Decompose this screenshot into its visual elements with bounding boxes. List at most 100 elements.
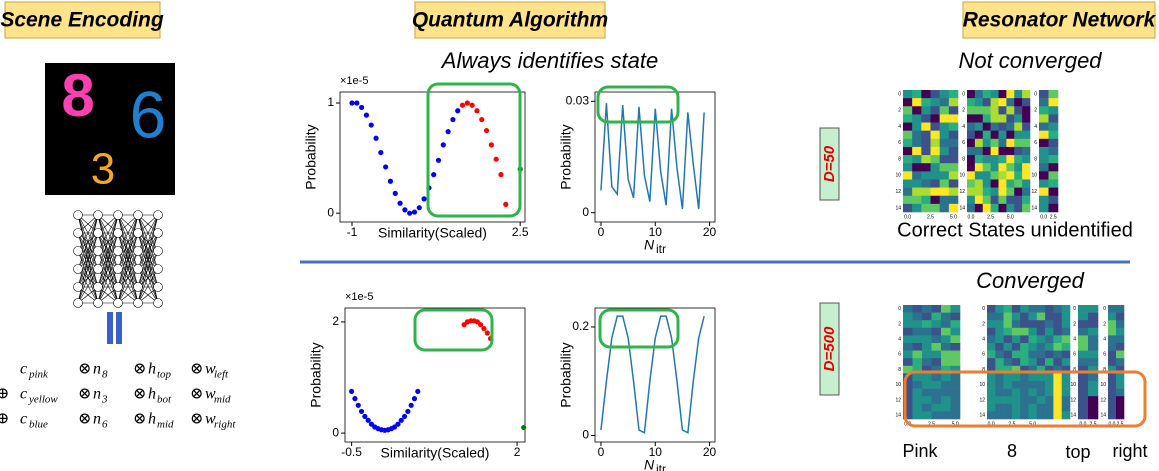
equation-sub: mid <box>157 419 174 431</box>
heatmap-cell <box>948 187 959 197</box>
heatmap-y-tick: 0 <box>1073 306 1076 312</box>
heatmap-y-tick: 0 <box>962 91 965 97</box>
heatmap-cell <box>1014 130 1023 140</box>
heatmap-cell <box>1088 343 1099 351</box>
dim-label: D=50 <box>821 145 838 182</box>
axes-frame <box>344 307 526 443</box>
equation-term: c <box>20 386 27 403</box>
heatmap-cell <box>1020 343 1029 351</box>
heatmap-cell <box>1061 373 1071 382</box>
heatmap-y-tick: 8 <box>962 156 965 162</box>
x-axis-label-sub: itr <box>656 242 666 256</box>
heatmap-cell <box>967 138 976 148</box>
heatmap-y-tick: 8 <box>898 156 901 162</box>
heatmap-cell <box>939 130 950 140</box>
point <box>478 322 484 328</box>
heatmap-cell <box>1048 114 1059 123</box>
nn-node <box>133 210 143 220</box>
nn-edge <box>77 250 99 304</box>
header: Quantum Algorithm <box>412 9 608 32</box>
point <box>479 116 485 123</box>
heatmap-y-tick: 2 <box>982 321 985 327</box>
nn-edge <box>117 268 139 304</box>
heatmap-cell <box>1048 187 1059 197</box>
nn-node <box>73 210 83 220</box>
heatmap-cell <box>982 179 991 188</box>
nn-node <box>133 298 143 308</box>
heatmap-cell <box>990 203 999 213</box>
heatmap-cell <box>939 122 950 131</box>
heatmap-cell <box>930 187 940 197</box>
heatmap-cell <box>912 130 922 140</box>
heatmap-cell <box>1048 163 1059 172</box>
heatmap-cell <box>921 187 931 197</box>
heatmap-cell <box>998 90 1007 99</box>
heatmap-cell <box>1078 343 1089 351</box>
heatmap-cell <box>948 163 959 172</box>
heatmap-cell <box>1028 403 1038 412</box>
heatmap-cell <box>974 187 984 197</box>
heatmap-cell <box>1011 381 1021 389</box>
x-axis-label: Similarity(Scaled) <box>378 225 487 241</box>
heatmap-cell <box>1108 312 1117 321</box>
nn-node <box>133 264 143 274</box>
heatmap-cell <box>941 350 951 359</box>
y-tick-label: 0.2 <box>572 319 589 333</box>
heatmap-cell <box>922 403 932 412</box>
heatmap-cell <box>939 171 950 180</box>
point <box>402 207 408 213</box>
heatmap-cell <box>1036 312 1046 321</box>
heatmap-cell <box>1020 411 1029 420</box>
heatmap-cell <box>1020 320 1029 329</box>
heatmap-cell <box>1028 381 1038 389</box>
heatmap-cell <box>1003 373 1013 382</box>
heatmap-cell <box>1088 411 1099 420</box>
x-tick-label: 20 <box>703 445 717 459</box>
heatmap-cell <box>931 403 942 412</box>
heatmap-cell <box>967 179 976 188</box>
highlight-box <box>596 85 680 124</box>
heatmap-y-tick: 2 <box>1073 321 1076 327</box>
heatmap-cell <box>1011 305 1021 313</box>
nn-node <box>133 228 143 238</box>
heatmap-cell <box>1061 312 1071 321</box>
heatmap-cell <box>1020 388 1029 397</box>
heatmap-cell <box>1088 358 1099 367</box>
heatmap-cell <box>990 98 999 107</box>
heatmap-cell <box>1003 396 1013 405</box>
heatmap-cell <box>1048 179 1059 188</box>
heatmap-cell <box>990 179 999 188</box>
heatmap-y-tick: 10 <box>895 173 901 179</box>
header-box <box>4 1 161 39</box>
heatmap-cell <box>912 381 923 389</box>
heatmap-cell <box>950 396 961 405</box>
heatmap-x-tick: 0.0 <box>1080 421 1087 427</box>
heatmap-cell <box>998 195 1007 205</box>
point <box>405 408 411 415</box>
y-tick-label: 1 <box>327 95 334 109</box>
heatmap-cell <box>912 388 923 397</box>
heatmap-cell <box>1108 396 1117 405</box>
heatmap-cell <box>912 98 922 107</box>
heatmap-cell <box>1011 312 1021 321</box>
heatmap-y-tick: 14 <box>895 205 901 211</box>
axis-multiplier: ×1e-5 <box>340 75 368 87</box>
point <box>354 100 360 106</box>
heatmap-cell <box>995 381 1004 389</box>
point <box>521 424 527 431</box>
equation-op: ⊕ <box>0 386 9 403</box>
heatmap-cell <box>939 179 950 188</box>
heatmap-cell <box>974 155 984 164</box>
heatmap-cell <box>912 163 922 172</box>
point <box>411 209 418 215</box>
heatmap-cell <box>1053 411 1062 420</box>
nn-edge <box>97 232 119 304</box>
heatmap-cell <box>948 155 959 164</box>
equation-term: w <box>205 411 216 428</box>
nn-edge <box>77 268 99 304</box>
heatmap-cell <box>1036 320 1046 329</box>
heatmap-cell <box>1011 358 1021 367</box>
heatmap-cell <box>950 388 961 397</box>
heatmap-cell <box>1108 327 1117 336</box>
heatmap-cell <box>987 403 996 412</box>
